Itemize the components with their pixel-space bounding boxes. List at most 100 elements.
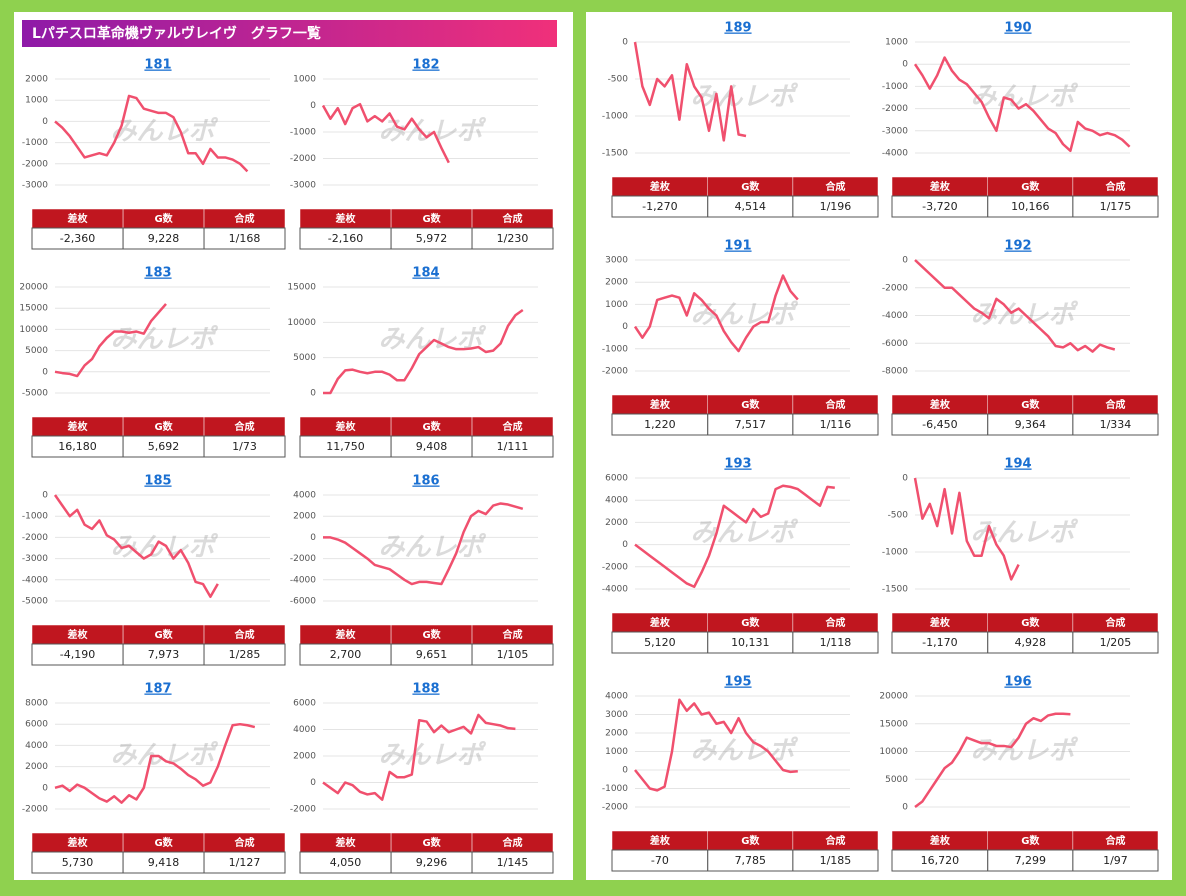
data-line [914,259,1116,353]
table-cell [792,849,879,872]
y-tick-label: -2000 [602,803,628,813]
y-tick-label: -2000 [22,805,48,815]
y-tick-label: -1000 [602,112,628,122]
watermark: みんレポ [110,325,218,355]
y-tick-label: -5000 [22,389,48,399]
data-line [54,94,249,173]
table-header: G数 [1021,398,1040,411]
table-value: 9,418 [148,856,180,869]
table-value: 4,928 [1015,636,1047,649]
table-value: 16,720 [921,854,960,867]
y-tick-label: 6000 [605,474,628,484]
chart-title[interactable]: 192 [1004,239,1031,254]
y-tick-label: 0 [310,101,316,111]
table-header: 差枚 [336,420,357,433]
table-header: 差枚 [930,398,951,411]
y-tick-label: -1500 [602,149,628,159]
y-tick-label: 0 [902,60,908,70]
table-header: 差枚 [930,180,951,193]
data-line [634,484,835,589]
table-value: 1/196 [820,200,852,213]
y-tick-label: 20000 [19,283,48,293]
chart-title[interactable]: 185 [144,474,171,489]
y-tick-label: 4000 [293,491,316,501]
chart-title[interactable]: 186 [412,474,439,489]
data-line [54,303,167,378]
watermark: みんレポ [110,533,218,563]
table-cell [203,851,286,874]
y-tick-label: 10000 [879,747,908,757]
table-cell [203,227,286,250]
data-line [633,41,747,142]
chart-title[interactable]: 193 [724,457,751,472]
table-cell [471,435,554,458]
table-header: G数 [422,420,441,433]
table-header: G数 [422,628,441,641]
table-value: 1/111 [497,440,529,453]
y-tick-label: 6000 [293,699,316,709]
y-tick-label: 15000 [879,719,908,729]
table-value: -1,170 [922,636,957,649]
data-line [323,502,524,586]
y-tick-label: 0 [42,783,48,793]
table-value: -6,450 [922,418,957,431]
table-cell [1072,195,1159,218]
watermark: みんレポ [110,741,218,771]
data-line [53,494,219,599]
y-tick-label: 0 [310,533,316,543]
chart-title[interactable]: 184 [412,266,439,281]
table-header: 合成 [234,628,255,641]
data-line [913,56,1131,153]
y-tick-label: 2000 [605,729,628,739]
table-header: G数 [1021,616,1040,629]
table-header: 差枚 [930,834,951,847]
watermark: みんレポ [690,736,798,766]
y-tick-label: 0 [310,389,316,399]
data-line [913,477,1020,581]
y-tick-label: 3000 [605,256,628,266]
table-header: G数 [1021,834,1040,847]
table-value: 1/105 [497,648,529,661]
table-header: G数 [741,616,760,629]
y-tick-label: 2000 [25,75,48,85]
table-header: 合成 [1104,616,1125,629]
y-tick-label: 4000 [605,496,628,506]
y-tick-label: -500 [888,511,909,521]
chart-title[interactable]: 189 [724,21,751,36]
table-value: 9,364 [1015,418,1047,431]
table-cell [203,435,286,458]
chart-title[interactable]: 196 [1004,675,1031,690]
table-value: 5,730 [62,856,94,869]
table-header: 差枚 [68,628,89,641]
chart-title[interactable]: 194 [1004,457,1031,472]
data-line [321,102,450,164]
chart-title[interactable]: 181 [144,58,171,73]
data-line [914,712,1071,809]
y-tick-label: -1000 [290,128,316,138]
table-header: 差枚 [336,836,357,849]
y-tick-label: -1000 [602,784,628,794]
y-tick-label: 1000 [605,747,628,757]
right-panel [586,12,1172,880]
data-line [323,308,524,395]
table-value: 4,514 [735,200,767,213]
table-header: 合成 [502,836,523,849]
chart-title[interactable]: 195 [724,675,751,690]
table-header: 差枚 [650,398,671,411]
table-value: 9,651 [416,648,448,661]
table-cell [1072,631,1159,654]
chart-title[interactable]: 183 [144,266,171,281]
chart-title[interactable]: 188 [412,682,439,697]
table-header: 合成 [502,420,523,433]
y-tick-label: -2000 [290,154,316,164]
chart-title[interactable]: 182 [412,58,439,73]
chart-title[interactable]: 187 [144,682,171,697]
chart-title[interactable]: 190 [1004,21,1031,36]
table-value: 5,692 [148,440,180,453]
table-value: 1/285 [229,648,261,661]
header-title: Lパチスロ革命機ヴァルヴレイヴ グラフ一覧 [32,25,321,42]
table-header: G数 [422,836,441,849]
y-tick-label: 0 [902,803,908,813]
y-tick-label: -3000 [22,554,48,564]
chart-title[interactable]: 191 [724,239,751,254]
